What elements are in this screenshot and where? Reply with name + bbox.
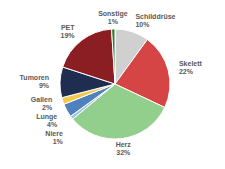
svg-text:Gallen2%: Gallen2%: [31, 96, 53, 111]
svg-text:Skelett22%: Skelett22%: [179, 60, 203, 75]
svg-text:PET19%: PET19%: [61, 24, 76, 39]
svg-text:Herz32%: Herz32%: [116, 141, 132, 156]
svg-text:Schilddrüse10%: Schilddrüse10%: [135, 13, 175, 28]
svg-text:Lunge4%: Lunge4%: [36, 113, 58, 128]
svg-text:Tumoren9%: Tumoren9%: [20, 74, 50, 89]
svg-text:Sonstige1%: Sonstige1%: [98, 10, 128, 25]
svg-text:Niere1%: Niere1%: [45, 130, 63, 145]
